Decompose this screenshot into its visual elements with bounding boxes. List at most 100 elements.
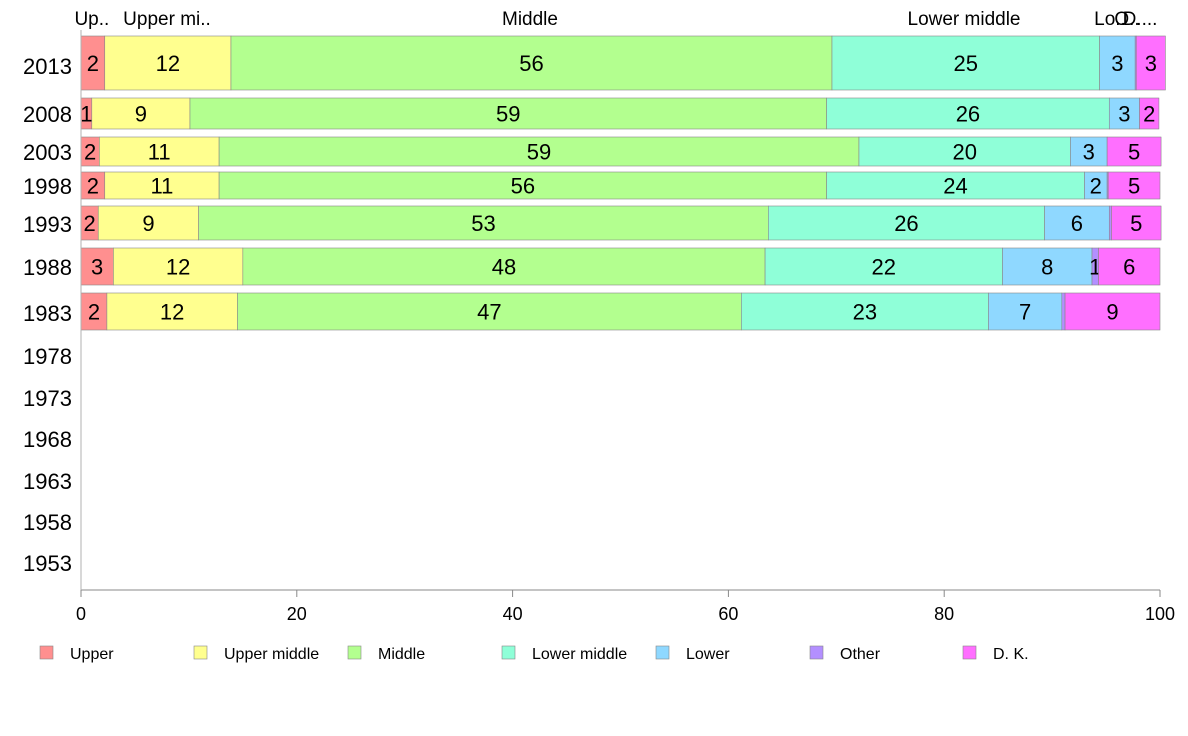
bar-segment-1993-middle <box>198 205 769 241</box>
data-label: 2 <box>87 51 99 76</box>
data-label: 59 <box>527 140 551 165</box>
y-tick-label-2013: 2013 <box>23 54 72 79</box>
data-label: 6 <box>1071 211 1083 236</box>
data-label: 22 <box>872 255 896 280</box>
data-label: 59 <box>496 102 520 127</box>
bar-segment-2003-middle <box>218 136 860 167</box>
data-label: 8 <box>1041 255 1053 280</box>
header-label: Lo.. <box>1094 9 1126 30</box>
bar-segment-1983-d-k- <box>1064 292 1161 331</box>
data-label: 3 <box>1083 140 1095 165</box>
data-label: 5 <box>1128 174 1140 199</box>
data-label: 2 <box>1143 102 1155 127</box>
data-label: 5 <box>1128 140 1140 165</box>
legend-label: Other <box>840 646 881 663</box>
bar-segment-2008-middle <box>189 97 827 130</box>
data-label: 47 <box>477 300 501 325</box>
y-tick-label-2003: 2003 <box>23 140 72 165</box>
bar-segment-1988-upper-middle <box>113 247 244 286</box>
x-tick-label-80: 80 <box>934 604 954 624</box>
data-label: 12 <box>166 255 190 280</box>
header-label: O.. <box>1114 9 1139 30</box>
bar-segment-2013-d-k- <box>1135 35 1166 91</box>
legend-swatch-upper <box>39 645 54 660</box>
data-label: 2 <box>88 300 100 325</box>
x-tick-label-100: 100 <box>1145 604 1175 624</box>
bar-segment-2003-lower-middle <box>858 136 1071 167</box>
bar-segment-2003-d-k- <box>1106 136 1162 167</box>
bar-segment-2013-lower <box>1099 35 1136 91</box>
column-header-labels: Up.. Upper mi.. Middle Lower middle Lo..O..D… <box>74 9 1157 30</box>
data-label: 12 <box>156 51 180 76</box>
bar-segment-2013-upper-middle <box>104 35 232 91</box>
legend-label: Lower middle <box>532 646 627 663</box>
data-label: 3 <box>1145 51 1157 76</box>
bar-segment-1998-middle <box>218 171 827 200</box>
bar-segment-2013-middle <box>230 35 833 91</box>
bar-segment-1988-upper <box>80 247 114 286</box>
legend-label: D. K. <box>993 646 1029 663</box>
header-label: Up.. <box>74 9 109 30</box>
legend-swatch-lower-middle <box>501 645 516 660</box>
header-label: D.... <box>1123 9 1158 30</box>
data-label: 3 <box>1111 51 1123 76</box>
data-label: 12 <box>160 300 184 325</box>
bar-segment-1993-d-k- <box>1111 205 1162 241</box>
data-label: 2 <box>87 174 99 199</box>
y-tick-label-1958: 1958 <box>23 510 72 535</box>
y-tick-label-1973: 1973 <box>23 386 72 411</box>
x-axis: 0 20 40 60 80 100 <box>76 30 1175 624</box>
data-label: 26 <box>956 102 980 127</box>
data-label: 2 <box>1090 174 1102 199</box>
data-label: 53 <box>471 211 495 236</box>
data-label: 9 <box>135 102 147 127</box>
data-label: 20 <box>952 140 976 165</box>
bar-segment-1983-lower-middle <box>741 292 989 331</box>
legend-label: Upper <box>70 646 114 663</box>
y-tick-label-1983: 1983 <box>23 301 72 326</box>
data-label: 11 <box>151 174 174 199</box>
x-tick-label-40: 40 <box>503 604 523 624</box>
data-label: 5 <box>1130 211 1142 236</box>
y-tick-label-1953: 1953 <box>23 551 72 576</box>
legend-label: Middle <box>378 646 425 663</box>
x-tick-label-60: 60 <box>718 604 738 624</box>
data-label: 26 <box>894 211 918 236</box>
bar-segment-1983-middle <box>237 292 742 331</box>
bar-segment-2008-lower-middle <box>826 97 1110 130</box>
legend: Upper Upper middle Middle Lower middle Lower… <box>39 645 1029 663</box>
data-label: 6 <box>1123 255 1135 280</box>
y-axis-labels: 2013 2008 2003 1998 1993 1988 1983 1978 1973 1968… <box>23 54 72 576</box>
data-label: 56 <box>519 51 543 76</box>
header-label: Upper mi.. <box>123 9 211 30</box>
data-label: 7 <box>1019 300 1031 325</box>
bar-segment-2008-lower <box>1108 97 1140 130</box>
y-tick-label-1988: 1988 <box>23 255 72 280</box>
legend-label: Upper middle <box>224 646 319 663</box>
data-label: 3 <box>1118 102 1130 127</box>
bar-segment-2013-lower-middle <box>831 35 1100 91</box>
bar-segment-2003-upper-middle <box>99 136 220 167</box>
legend-swatch-d-k- <box>962 645 977 660</box>
x-tick-label-20: 20 <box>287 604 307 624</box>
bar-segment-1998-upper-middle <box>104 171 220 200</box>
bar-segment-1993-other <box>1108 205 1112 241</box>
data-label: 25 <box>954 51 978 76</box>
data-label: 11 <box>148 140 171 165</box>
data-label: 2 <box>84 140 96 165</box>
data-label: 23 <box>853 300 877 325</box>
y-tick-label-1993: 1993 <box>23 212 72 237</box>
bar-segment-1998-lower-middle <box>826 171 1085 200</box>
data-label: 9 <box>142 211 154 236</box>
data-label: 2 <box>84 211 96 236</box>
data-label: 1 <box>80 102 92 127</box>
legend-swatch-other <box>809 645 824 660</box>
legend-swatch-middle <box>347 645 362 660</box>
y-tick-label-1968: 1968 <box>23 427 72 452</box>
bar-segment-1998-d-k- <box>1107 171 1161 200</box>
bar-segment-2008-d-k- <box>1139 97 1160 130</box>
plot-area: 2 12 56 25 3 31 9 59 26 3 22 11 59 20 3 52 11 56 24 2 52 9 53 2… <box>80 35 1166 331</box>
bar-segment-1983-lower <box>988 292 1063 331</box>
y-tick-label-2008: 2008 <box>23 102 72 127</box>
bar-segment-1988-middle <box>242 247 766 286</box>
